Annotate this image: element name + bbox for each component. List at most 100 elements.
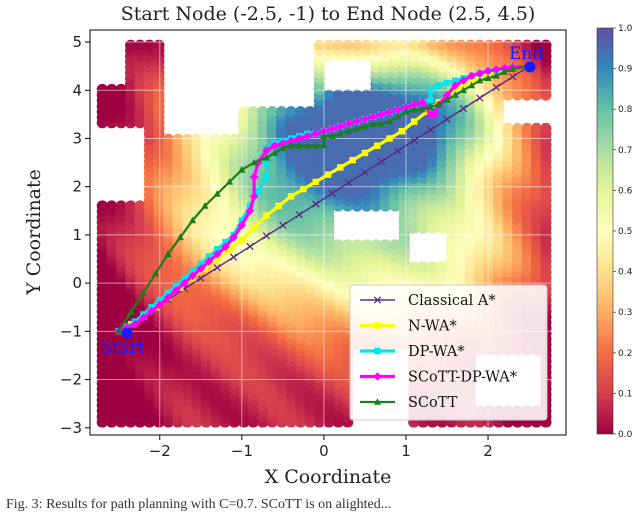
start-node-dot [121,327,133,339]
heatmap-cell [332,89,344,101]
heatmap-cell [200,133,212,145]
end-marker: End [509,44,543,73]
data-point [278,139,288,148]
heatmap-cell [162,133,174,145]
heatmap-cell [370,239,382,251]
data-point [300,185,307,193]
data-point [368,112,378,121]
data-point [163,293,173,302]
data-point [238,236,246,243]
heatmap-cell [115,83,127,96]
data-point [320,141,328,149]
data-point [275,202,282,210]
data-point [262,146,271,155]
series-scott-dp-wa- [114,61,534,336]
heatmap-cell [342,89,354,101]
heatmap-cell [134,200,146,212]
data-point [459,86,468,94]
heatmap-cell [511,122,524,134]
legend-label: SCoTT-DP-WA* [408,370,518,386]
colorbar-tick-label: 1.0 [618,24,633,34]
data-point [427,87,434,94]
figure-caption: Fig. 3: Results for path planning with C… [6,497,392,512]
data-point [327,124,337,134]
data-point [360,114,370,124]
data-point [353,125,361,132]
y-axis: −3 −2 −1 0 1 2 3 4 5 [60,33,90,437]
legend-entry: SCoTT [360,395,458,411]
colorbar-tick-label: 0.6 [618,186,633,196]
data-point [374,142,381,149]
data-point [320,132,328,139]
data-point [311,129,320,138]
data-point [303,141,312,149]
heatmap-cell [361,239,373,251]
data-point [249,172,259,182]
data-point [475,69,485,78]
data-point [204,257,214,266]
x-tick-label: −1 [231,442,253,460]
start-marker: Start [101,327,145,358]
start-node-label: Start [101,338,145,358]
data-point [451,81,460,90]
data-point [426,126,435,134]
x-tick-label: 2 [483,442,493,460]
data-point [418,105,426,113]
colorbar-tick-label: 0.1 [618,389,632,399]
data-point [398,128,406,135]
heatmap-cell [266,106,278,118]
data-point [435,100,443,108]
data-point [295,211,303,219]
data-point [155,300,164,310]
data-point [393,105,402,114]
heatmap-cell [361,89,373,101]
series-line [118,65,530,332]
data-point [435,82,442,89]
data-point [328,189,336,198]
heatmap-cell [276,106,288,118]
colorbar-tick-label: 0.0 [618,430,633,440]
data-point [229,253,238,261]
legend-box [349,284,548,421]
data-point [226,246,233,253]
colorbar-tick-label: 0.3 [618,308,632,318]
data-point [213,190,221,197]
data-point [337,164,344,171]
data-point [196,264,205,273]
data-point [377,110,386,119]
data-point [349,156,356,164]
data-point [115,327,123,335]
heatmap-cell [96,200,108,212]
data-point [164,289,172,296]
heatmap-cell [342,239,354,251]
data-point [319,127,329,136]
legend-entry: SCoTT-DP-WA* [360,370,518,386]
data-point [484,74,492,82]
data-point [377,157,386,166]
heatmap-cell [181,133,193,145]
heatmap-cell [332,239,344,251]
series-scott [115,62,533,335]
legend-entry: Classical A* [360,293,496,309]
series-classical-a- [115,62,533,335]
heatmap-cell [153,39,165,51]
data-point [492,72,500,79]
series-layer [114,61,534,336]
data-point [483,66,493,76]
data-point [377,120,385,127]
data-point [130,319,140,329]
data-point [238,217,246,224]
data-point [270,141,279,150]
y-tick-label: −2 [60,371,82,389]
data-point [214,246,221,253]
data-point [188,216,197,224]
heatmap-cell [436,261,448,273]
legend-label: DP-WA* [408,344,465,360]
heatmap-cell [304,106,316,118]
heatmap-cell [228,133,240,145]
data-point [312,141,320,149]
data-point [410,136,418,145]
data-point [197,274,205,282]
data-point [472,75,479,82]
